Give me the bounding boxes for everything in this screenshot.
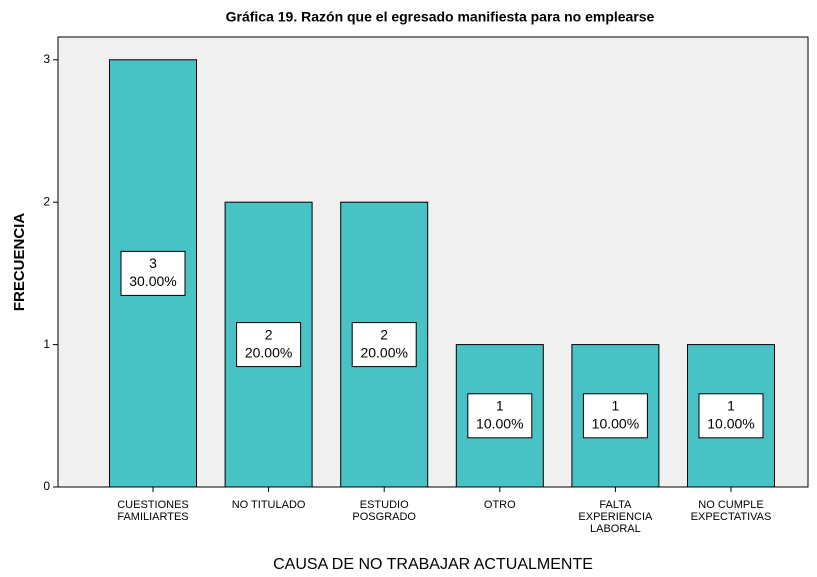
percent-label: 10.00% <box>707 416 754 432</box>
x-tick-label: ESTUDIO <box>360 499 409 511</box>
percent-label: 20.00% <box>245 344 292 360</box>
value-label-box <box>120 250 186 296</box>
x-tick-label: EXPERIENCIA <box>578 511 653 523</box>
value-label: 2 <box>380 326 388 342</box>
x-tick-label: EXPECTATIVAS <box>691 511 772 523</box>
x-axis-title: CAUSA DE NO TRABAJAR ACTUALMENTE <box>273 556 593 573</box>
x-tick-label: CUESTIONES <box>117 499 189 511</box>
value-label: 1 <box>496 398 504 414</box>
percent-label: 10.00% <box>476 416 523 432</box>
x-tick-label: FAMILIARTES <box>117 511 188 523</box>
value-label: 2 <box>265 326 273 342</box>
y-tick-label: 1 <box>43 337 50 351</box>
percent-label: 30.00% <box>129 273 176 289</box>
value-label-box <box>582 393 648 439</box>
y-tick-label: 0 <box>43 479 50 493</box>
x-tick-label: NO CUMPLE <box>698 499 763 511</box>
y-axis-title: FRECUENCIA <box>11 213 28 312</box>
value-label-box <box>236 322 302 368</box>
y-tick-label: 3 <box>43 52 50 66</box>
x-tick-label: OTRO <box>484 499 516 511</box>
x-tick-label: NO TITULADO <box>232 499 306 511</box>
x-tick-label: POSGRADO <box>352 511 416 523</box>
value-label-box <box>351 322 417 368</box>
x-tick-label: LABORAL <box>590 523 641 535</box>
value-label-box <box>467 393 533 439</box>
value-label: 3 <box>149 255 157 271</box>
x-tick-label: FALTA <box>599 499 632 511</box>
y-tick-label: 2 <box>43 194 50 208</box>
value-label-box <box>698 393 764 439</box>
percent-label: 20.00% <box>360 344 407 360</box>
chart-title: Gráfica 19. Razón que el egresado manifi… <box>226 9 655 25</box>
value-label: 1 <box>727 398 735 414</box>
percent-label: 10.00% <box>592 416 639 432</box>
value-label: 1 <box>612 398 620 414</box>
